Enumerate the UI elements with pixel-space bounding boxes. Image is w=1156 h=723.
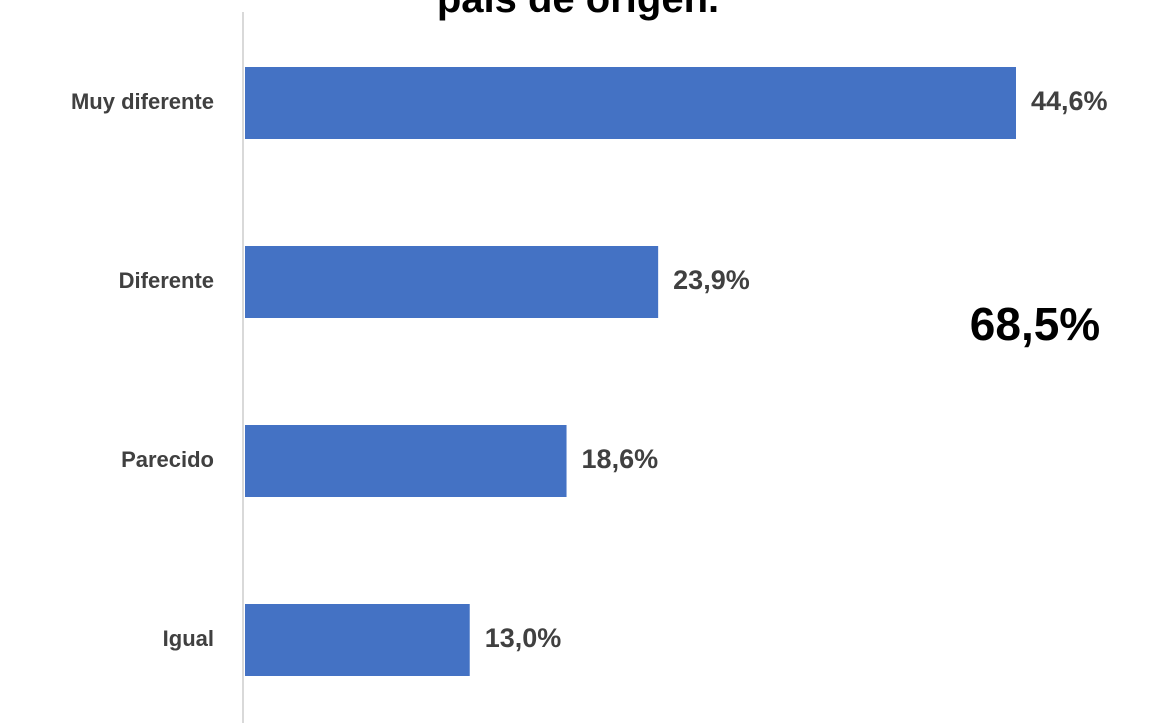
data-label-1: 23,9%: [673, 265, 750, 295]
chart-title: país de origen.: [437, 0, 719, 21]
category-labels: Muy diferente Diferente Parecido Igual: [71, 89, 214, 651]
bar-3: [245, 604, 470, 676]
category-label-2: Parecido: [121, 447, 214, 472]
data-label-0: 44,6%: [1031, 86, 1108, 116]
annotation-total: 68,5%: [970, 298, 1100, 350]
bar-0: [245, 67, 1016, 139]
category-label-3: Igual: [163, 626, 214, 651]
data-label-2: 18,6%: [582, 444, 659, 474]
data-label-3: 13,0%: [485, 623, 562, 653]
bars: [245, 67, 1016, 676]
bar-1: [245, 246, 659, 318]
data-labels: 44,6% 23,9% 18,6% 13,0%: [485, 86, 1108, 653]
bar-2: [245, 425, 567, 497]
category-label-0: Muy diferente: [71, 89, 214, 114]
category-label-1: Diferente: [119, 268, 214, 293]
